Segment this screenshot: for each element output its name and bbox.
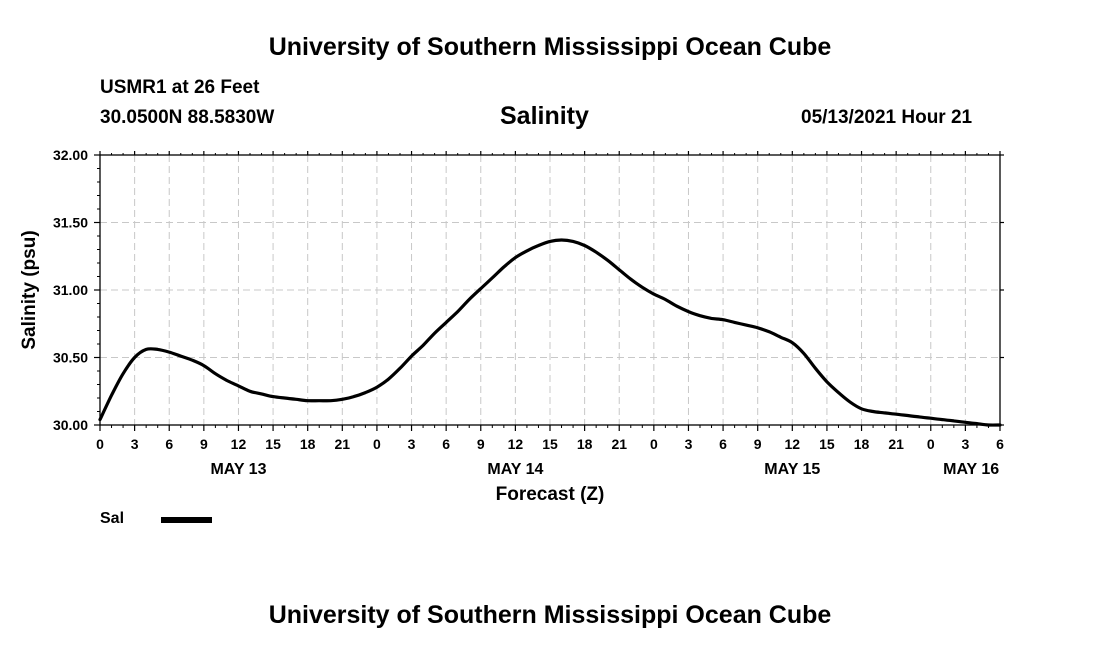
grid-layer xyxy=(100,155,1000,425)
footer-title: University of Southern Mississippi Ocean… xyxy=(268,601,832,629)
x-tick-label: 15 xyxy=(265,436,281,452)
x-tick-label: 15 xyxy=(542,436,558,452)
x-tick-label: 3 xyxy=(961,436,969,452)
x-tick-label: 18 xyxy=(577,436,593,452)
x-tick-label: 0 xyxy=(927,436,935,452)
x-tick-label: 3 xyxy=(131,436,139,452)
x-tick-label: 3 xyxy=(408,436,416,452)
x-tick-label: 6 xyxy=(442,436,450,452)
y-tick-label: 31.00 xyxy=(53,282,88,298)
series-line-sal xyxy=(98,238,1002,427)
x-axis-label: Forecast (Z) xyxy=(496,484,605,505)
x-tick-label: 9 xyxy=(754,436,762,452)
forecast-datetime: 05/13/2021 Hour 21 xyxy=(801,107,973,128)
y-tick-label: 30.00 xyxy=(53,417,88,433)
y-tick-label: 30.50 xyxy=(53,350,88,366)
y-axis-label: Salinity (psu) xyxy=(19,230,40,349)
x-tick-label: 9 xyxy=(200,436,208,452)
x-tick-label: 21 xyxy=(335,436,351,452)
x-tick-label: 0 xyxy=(373,436,381,452)
x-tick-label: 12 xyxy=(508,436,524,452)
y-tick-label: 31.50 xyxy=(53,215,88,231)
date-label: MAY 14 xyxy=(487,461,543,478)
date-label: MAY 13 xyxy=(210,461,266,478)
station-label: USMR1 at 26 Feet xyxy=(100,77,260,98)
x-tick-label: 15 xyxy=(819,436,835,452)
y-tick-label: 32.00 xyxy=(53,147,88,163)
x-tick-label: 6 xyxy=(719,436,727,452)
x-tick-label: 18 xyxy=(300,436,316,452)
legend-line-sal xyxy=(161,517,212,523)
chart-subtitle: Salinity xyxy=(500,102,589,130)
x-tick-label: 12 xyxy=(785,436,801,452)
x-tick-label: 0 xyxy=(650,436,658,452)
x-tick-label: 6 xyxy=(165,436,173,452)
x-tick-label: 21 xyxy=(888,436,904,452)
x-tick-label: 3 xyxy=(685,436,693,452)
chart-title: University of Southern Mississippi Ocean… xyxy=(268,33,832,61)
x-tick-label: 18 xyxy=(854,436,870,452)
tick-layer xyxy=(94,151,1004,431)
date-label: MAY 16 xyxy=(943,461,999,478)
station-coords: 30.0500N 88.5830W xyxy=(100,107,275,128)
x-tick-label: 9 xyxy=(477,436,485,452)
x-tick-label: 0 xyxy=(96,436,104,452)
legend-label: Sal xyxy=(100,510,125,527)
label-layer: 30.00 30.50 31.00 31.50 32.00 0 3 6 9 12 15 18 21 0 3 6… xyxy=(53,147,1004,478)
x-tick-label: 21 xyxy=(611,436,627,452)
x-tick-label: 6 xyxy=(996,436,1004,452)
date-label: MAY 15 xyxy=(764,461,820,478)
x-tick-label: 12 xyxy=(231,436,247,452)
